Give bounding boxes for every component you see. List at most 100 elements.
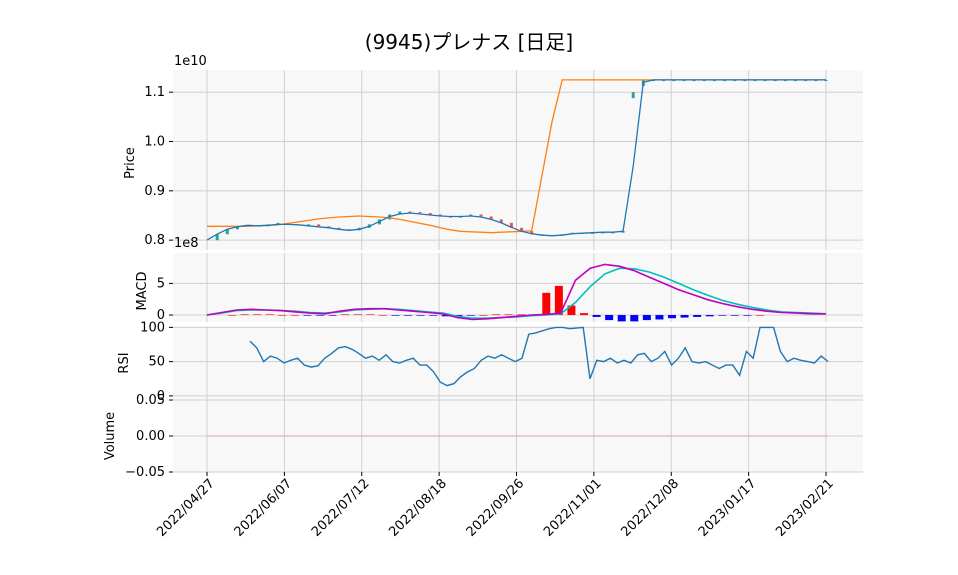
macd-tick-label: 5 (157, 276, 165, 291)
candle (418, 212, 422, 214)
macd-histogram-bar (228, 315, 236, 316)
macd-histogram-bar (617, 315, 626, 322)
price-panel: 0.8 0.9 1.0 1.1 (144, 70, 863, 250)
macd-histogram-bar (278, 315, 287, 316)
price-tick-label: 0.8 (144, 233, 165, 248)
candle (631, 92, 635, 99)
candle (306, 224, 310, 226)
price-tick-label: 1.0 (144, 135, 165, 150)
candle (408, 211, 412, 213)
macd-histogram-bar (303, 315, 312, 316)
x-axis-ticks: 2022/04/27 2022/06/07 2022/07/12 2022/08/18… (154, 472, 837, 540)
ma-short-line (206, 79, 826, 241)
macd-histogram-bar (655, 315, 664, 320)
rsi-line (249, 326, 829, 387)
macd-histogram-bar (416, 315, 425, 316)
rsi-tick-label: 100 (140, 320, 165, 335)
macd-histogram-bar (743, 315, 752, 316)
macd-tick-label: 0 (157, 308, 165, 323)
candle (428, 213, 432, 215)
candle (215, 234, 219, 241)
chart-title: (9945)プレナス [日足] (365, 30, 573, 54)
candle (530, 231, 534, 235)
candle (225, 229, 229, 235)
macd-histogram-bar (642, 315, 651, 321)
macd-histogram-bar (605, 315, 614, 321)
volume-tick-label: 0.05 (136, 393, 165, 408)
x-tick-label: 2022/11/01 (541, 476, 605, 540)
macd-histogram-bar (730, 315, 739, 316)
macd-background (173, 253, 863, 322)
macd-histogram-bar (441, 315, 450, 317)
macd-histogram-bar (479, 315, 488, 316)
candle (317, 224, 321, 227)
macd-histogram-bar (630, 315, 639, 322)
macd-histogram-bar (353, 314, 362, 316)
price-tick-label: 0.9 (144, 184, 165, 199)
macd-histogram-bar (366, 314, 375, 316)
price-tick-label: 1.1 (144, 85, 165, 100)
candle (520, 227, 524, 232)
candle (499, 219, 503, 223)
macd-histogram-bar (567, 305, 576, 316)
candle (276, 222, 280, 225)
x-tick-label: 2022/07/12 (309, 476, 373, 540)
macd-line (206, 263, 826, 321)
macd-histogram-bar (466, 315, 475, 316)
x-tick-label: 2023/02/21 (773, 476, 837, 540)
macd-panel: 05 (157, 253, 863, 323)
x-tick-label: 2022/12/08 (618, 476, 682, 540)
macd-histogram-bar (492, 314, 500, 316)
candle (489, 216, 493, 220)
macd-histogram-bar (542, 292, 551, 316)
x-tick-label: 2023/01/17 (696, 476, 760, 540)
macd-exponent: 1e8 (174, 236, 199, 251)
candle (509, 222, 513, 228)
rsi-panel: 0 50 100 (140, 320, 863, 404)
volume-tick-label: 0.00 (136, 429, 165, 444)
candle (235, 226, 239, 230)
volume-panel: −0.05 0.00 0.05 (125, 393, 863, 480)
macd-histogram-bar (240, 314, 249, 316)
price-axis-label: Price (123, 147, 138, 179)
volume-tick-label: −0.05 (125, 465, 165, 480)
candle (337, 227, 341, 230)
price-background (173, 70, 863, 250)
x-tick-label: 2022/09/26 (464, 476, 528, 540)
macd-histogram-bar (290, 315, 299, 316)
macd-histogram-bar (341, 314, 350, 316)
rsi-background (173, 326, 863, 400)
macd-histogram-bar (429, 315, 438, 316)
x-tick-label: 2022/08/18 (386, 476, 450, 540)
macd-histogram-bar (668, 315, 676, 319)
macd-histogram-bar (253, 314, 262, 316)
candle (479, 214, 483, 217)
macd-histogram-bar (693, 315, 702, 317)
macd-histogram-bar (316, 315, 324, 316)
macd-histogram-bar (756, 315, 764, 316)
macd-histogram-bar (680, 315, 689, 318)
macd-histogram-bar (580, 313, 588, 316)
rsi-tick-label: 50 (148, 355, 165, 370)
macd-histogram-bar (705, 315, 714, 317)
x-tick-label: 2022/04/27 (154, 476, 218, 540)
macd-histogram-bar (404, 315, 412, 316)
candle (398, 211, 402, 215)
macd-histogram-bar (718, 315, 727, 316)
macd-histogram-bar (265, 314, 274, 316)
price-exponent: 1e10 (174, 54, 207, 69)
macd-histogram-bar (554, 285, 563, 316)
macd-histogram-bar (517, 314, 526, 316)
macd-histogram-bar (504, 314, 513, 316)
candle (327, 226, 331, 228)
volume-axis-label: Volume (103, 412, 118, 460)
macd-axis-label: MACD (135, 272, 150, 311)
macd-histogram-bar (391, 315, 400, 316)
x-tick-label: 2022/06/07 (232, 476, 296, 540)
macd-histogram-bar (378, 315, 387, 316)
rsi-axis-label: RSI (117, 352, 132, 373)
macd-histogram-bar (592, 315, 601, 317)
macd-histogram-bar (328, 315, 337, 316)
rsi-tick-label: 0 (157, 389, 165, 404)
